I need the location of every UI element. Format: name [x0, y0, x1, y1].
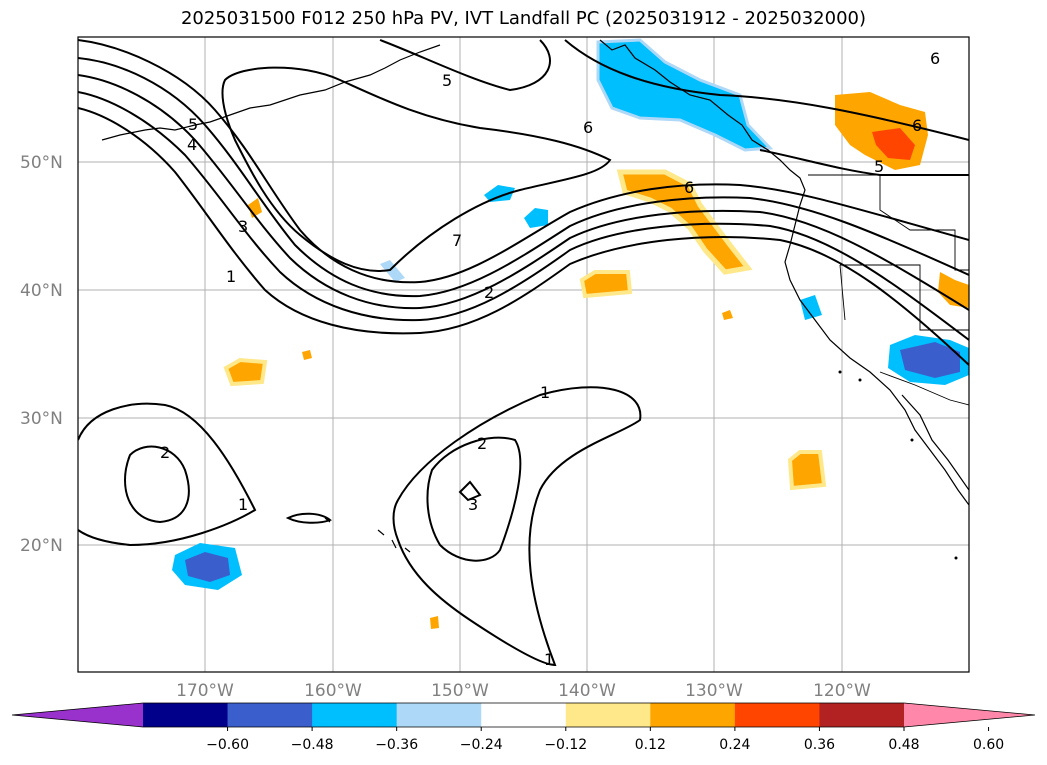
svg-text:4: 4: [187, 135, 197, 154]
svg-text:160°W: 160°W: [304, 681, 362, 701]
svg-text:6: 6: [912, 116, 922, 135]
colorbar-tick-label: −0.24: [460, 737, 503, 753]
pv-contours: [78, 39, 969, 667]
svg-text:140°W: 140°W: [558, 681, 616, 701]
colorbar-swatch: [565, 703, 651, 727]
svg-text:120°W: 120°W: [813, 681, 871, 701]
contour-labels: 1 2 3 4 5 6 7 1 2 3 2 1 1 6 6 5 5 6: [160, 49, 940, 669]
colorbar-swatch: [312, 703, 398, 727]
colorbar-tick-label: 0.60: [973, 737, 1004, 753]
shade-orange-west: [226, 360, 265, 384]
shade-blue-small-1: [484, 185, 515, 202]
colorbar-swatch: [143, 703, 229, 727]
map-border: [77, 36, 970, 673]
colorbar-tick-label: −0.36: [375, 737, 418, 753]
svg-text:1: 1: [226, 267, 236, 286]
gridlines: [78, 37, 969, 672]
shade-orange-baja: [790, 452, 824, 488]
coastlines: [101, 39, 969, 560]
svg-text:170°W: 170°W: [176, 681, 234, 701]
svg-text:3: 3: [468, 495, 478, 514]
colorbar-extend-low: [12, 703, 143, 727]
colorbar-tick-label: −0.48: [291, 737, 334, 753]
svg-text:40°N: 40°N: [20, 281, 63, 301]
svg-text:6: 6: [684, 178, 694, 197]
svg-text:7: 7: [452, 231, 462, 250]
colorbar-outline: [11, 702, 1036, 728]
colorbar-tick-label: 0.36: [804, 737, 835, 753]
svg-text:1: 1: [544, 650, 554, 669]
colorbar-tick-label: −0.12: [544, 737, 587, 753]
svg-text:20°N: 20°N: [20, 536, 63, 556]
svg-text:1: 1: [540, 383, 550, 402]
colorbar-tick-label: −0.60: [206, 737, 249, 753]
svg-text:50°N: 50°N: [20, 153, 63, 173]
colorbar: −0.60 −0.48 −0.36 −0.24 −0.12 0.12 0.24 0.36 0.4…: [11, 702, 1036, 753]
svg-text:2: 2: [477, 434, 487, 453]
svg-text:6: 6: [583, 118, 593, 137]
svg-text:2: 2: [160, 443, 170, 462]
colorbar-swatch: [396, 703, 482, 727]
longitude-labels: 170°W 160°W 150°W 140°W 130°W 120°W: [176, 681, 871, 701]
svg-text:1: 1: [238, 495, 248, 514]
svg-text:3: 3: [238, 217, 248, 236]
svg-text:5: 5: [442, 71, 452, 90]
colorbar-tick-label: 0.12: [635, 737, 666, 753]
svg-text:5: 5: [874, 157, 884, 176]
svg-text:150°W: 150°W: [431, 681, 489, 701]
latitude-labels: 50°N 40°N 30°N 20°N: [20, 153, 63, 556]
svg-text:130°W: 130°W: [685, 681, 743, 701]
political-borders: [808, 174, 969, 406]
svg-text:30°N: 30°N: [20, 409, 63, 429]
colorbar-tick-label: 0.48: [888, 737, 919, 753]
colorbar-tick-label: 0.24: [719, 737, 750, 753]
svg-text:5: 5: [188, 115, 198, 134]
shade-blue-bc: [598, 40, 770, 150]
colorbar-swatch: [734, 703, 820, 727]
colorbar-swatch: [227, 703, 313, 727]
svg-text:6: 6: [930, 49, 940, 68]
colorbar-swatch: [650, 703, 736, 727]
colorbar-swatch: [481, 703, 567, 727]
svg-text:2: 2: [484, 283, 494, 302]
shade-orange-mid: [582, 272, 630, 296]
map-title: 2025031500 F012 250 hPa PV, IVT Landfall…: [180, 8, 867, 29]
shade-blue-small-2: [524, 208, 548, 228]
colorbar-extend-high: [904, 703, 1035, 727]
colorbar-swatch: [819, 703, 905, 727]
